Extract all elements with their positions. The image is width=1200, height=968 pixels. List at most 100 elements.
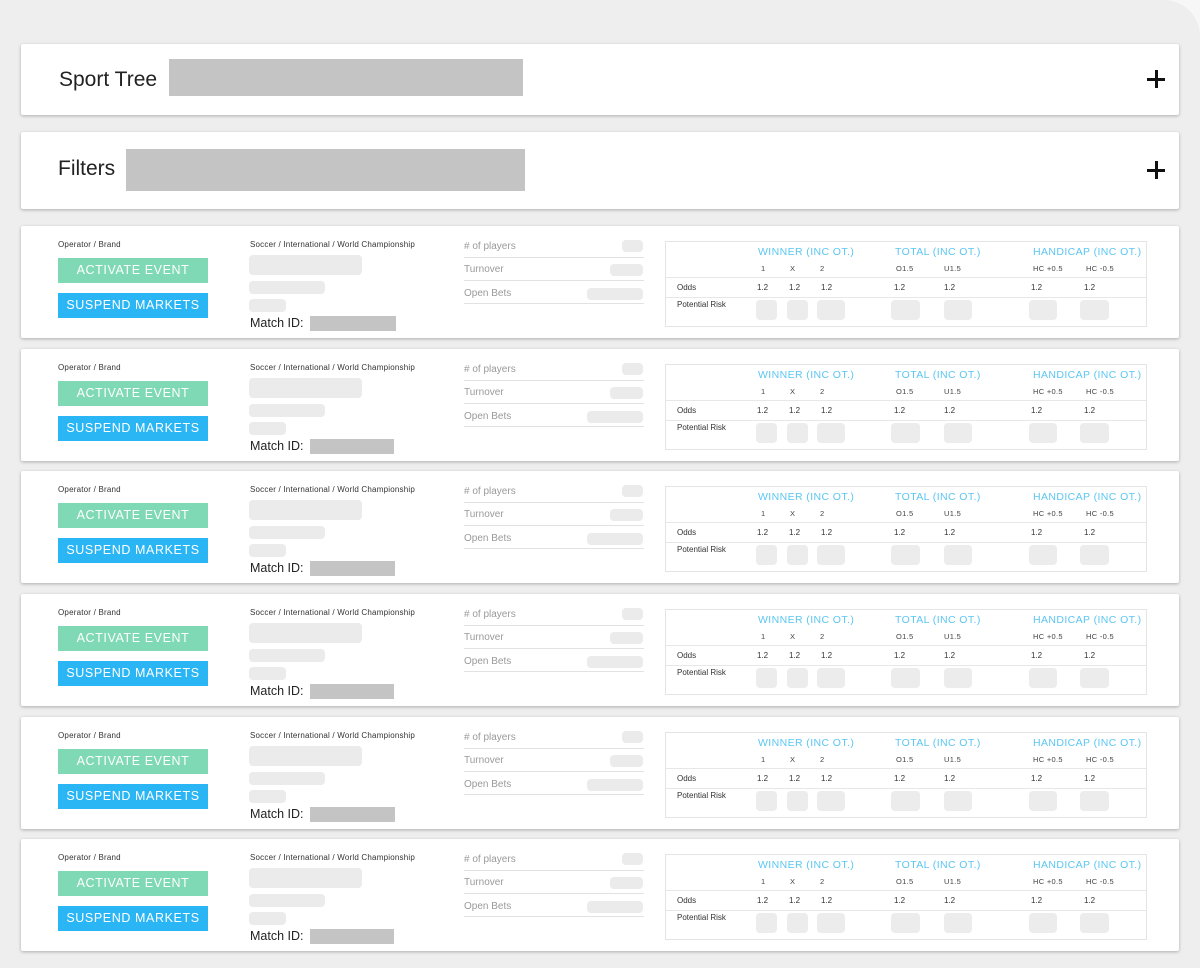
odds-value[interactable]: 1.2: [1031, 283, 1043, 292]
activate-event-button[interactable]: ACTIVATE EVENT: [58, 503, 208, 528]
filters-expand-icon[interactable]: [1147, 161, 1165, 179]
odds-value[interactable]: 1.2: [944, 406, 956, 415]
market-outcome-label: 2: [820, 509, 825, 518]
odds-value[interactable]: 1.2: [894, 528, 906, 537]
odds-value[interactable]: 1.2: [757, 528, 769, 537]
odds-value[interactable]: 1.2: [1084, 896, 1096, 905]
market-header: HANDICAP (INC OT.): [1033, 859, 1142, 871]
potential-risk-value: [891, 668, 920, 688]
odds-value[interactable]: 1.2: [1084, 283, 1096, 292]
odds-value[interactable]: 1.2: [894, 896, 906, 905]
odds-value[interactable]: 1.2: [1031, 406, 1043, 415]
potential-risk-value: [1080, 545, 1109, 565]
potential-risk-value: [1080, 300, 1109, 320]
odds-value[interactable]: 1.2: [944, 896, 956, 905]
odds-value[interactable]: 1.2: [1084, 528, 1096, 537]
players-value: [622, 608, 643, 620]
odds-value[interactable]: 1.2: [757, 406, 769, 415]
suspend-markets-button[interactable]: SUSPEND MARKETS: [58, 784, 208, 809]
odds-value[interactable]: 1.2: [894, 774, 906, 783]
odds-value[interactable]: 1.2: [789, 528, 801, 537]
suspend-markets-button[interactable]: SUSPEND MARKETS: [58, 906, 208, 931]
market-outcome-label: 2: [820, 632, 825, 641]
odds-value[interactable]: 1.2: [821, 406, 833, 415]
match-id-label: Match ID:: [250, 684, 304, 698]
odds-value[interactable]: 1.2: [757, 651, 769, 660]
sport-tree-panel[interactable]: Sport Tree: [21, 44, 1179, 115]
event-time-placeholder: [249, 667, 286, 680]
market-outcome-label: U1.5: [944, 632, 962, 641]
odds-value[interactable]: 1.2: [944, 774, 956, 783]
odds-row-label: Odds: [677, 896, 697, 905]
odds-value[interactable]: 1.2: [789, 896, 801, 905]
odds-value[interactable]: 1.2: [789, 651, 801, 660]
filters-panel[interactable]: Filters: [21, 132, 1179, 209]
event-card: Operator / Brand ACTIVATE EVENT SUSPEND …: [21, 717, 1179, 829]
odds-value[interactable]: 1.2: [1084, 651, 1096, 660]
open-bets-label: Open Bets: [464, 901, 512, 912]
divider: [464, 748, 644, 749]
potential-risk-value: [1080, 791, 1109, 811]
market-outcome-label: X: [790, 632, 796, 641]
potential-risk-value: [1080, 423, 1109, 443]
potential-risk-value: [1080, 913, 1109, 933]
odds-value[interactable]: 1.2: [789, 774, 801, 783]
open-bets-value: [587, 533, 643, 545]
odds-value[interactable]: 1.2: [1031, 651, 1043, 660]
odds-value[interactable]: 1.2: [821, 528, 833, 537]
odds-value[interactable]: 1.2: [894, 406, 906, 415]
activate-event-button[interactable]: ACTIVATE EVENT: [58, 626, 208, 651]
turnover-label: Turnover: [464, 755, 504, 766]
event-breadcrumb: Soccer / International / World Champions…: [250, 485, 415, 494]
odds-value[interactable]: 1.2: [1084, 406, 1096, 415]
sport-tree-expand-icon[interactable]: [1147, 70, 1165, 88]
market-outcome-label: HC +0.5: [1033, 632, 1063, 641]
suspend-markets-button[interactable]: SUSPEND MARKETS: [58, 661, 208, 686]
suspend-markets-button[interactable]: SUSPEND MARKETS: [58, 538, 208, 563]
odds-value[interactable]: 1.2: [821, 774, 833, 783]
activate-event-button[interactable]: ACTIVATE EVENT: [58, 258, 208, 283]
activate-event-button[interactable]: ACTIVATE EVENT: [58, 749, 208, 774]
odds-value[interactable]: 1.2: [821, 896, 833, 905]
odds-value[interactable]: 1.2: [944, 528, 956, 537]
odds-value[interactable]: 1.2: [757, 774, 769, 783]
odds-value[interactable]: 1.2: [944, 651, 956, 660]
odds-value[interactable]: 1.2: [894, 651, 906, 660]
potential-risk-value: [817, 668, 845, 688]
players-label: # of players: [464, 854, 516, 865]
market-outcome-label: 1: [761, 877, 766, 886]
odds-value[interactable]: 1.2: [757, 283, 769, 292]
odds-value[interactable]: 1.2: [757, 896, 769, 905]
odds-value[interactable]: 1.2: [1031, 896, 1043, 905]
potential-risk-label: Potential Risk: [677, 668, 726, 677]
match-id-label: Match ID:: [250, 929, 304, 943]
market-outcome-label: U1.5: [944, 387, 962, 396]
potential-risk-value: [891, 545, 920, 565]
odds-row-label: Odds: [677, 774, 697, 783]
odds-value[interactable]: 1.2: [1031, 528, 1043, 537]
filters-field[interactable]: [126, 149, 525, 191]
activate-event-button[interactable]: ACTIVATE EVENT: [58, 381, 208, 406]
market-outcome-label: HC +0.5: [1033, 387, 1063, 396]
odds-value[interactable]: 1.2: [944, 283, 956, 292]
odds-value[interactable]: 1.2: [821, 283, 833, 292]
market-outcome-label: HC +0.5: [1033, 509, 1063, 518]
potential-risk-value: [787, 913, 808, 933]
turnover-value: [610, 264, 643, 276]
potential-risk-value: [1029, 668, 1057, 688]
odds-value[interactable]: 1.2: [789, 283, 801, 292]
players-value: [622, 853, 643, 865]
open-bets-label: Open Bets: [464, 288, 512, 299]
odds-value[interactable]: 1.2: [789, 406, 801, 415]
market-outcome-label: X: [790, 509, 796, 518]
potential-risk-value: [756, 668, 777, 688]
odds-value[interactable]: 1.2: [1031, 774, 1043, 783]
sport-tree-field[interactable]: [169, 59, 523, 96]
odds-value[interactable]: 1.2: [821, 651, 833, 660]
suspend-markets-button[interactable]: SUSPEND MARKETS: [58, 293, 208, 318]
odds-value[interactable]: 1.2: [894, 283, 906, 292]
odds-value[interactable]: 1.2: [1084, 774, 1096, 783]
activate-event-button[interactable]: ACTIVATE EVENT: [58, 871, 208, 896]
event-breadcrumb: Soccer / International / World Champions…: [250, 731, 415, 740]
suspend-markets-button[interactable]: SUSPEND MARKETS: [58, 416, 208, 441]
